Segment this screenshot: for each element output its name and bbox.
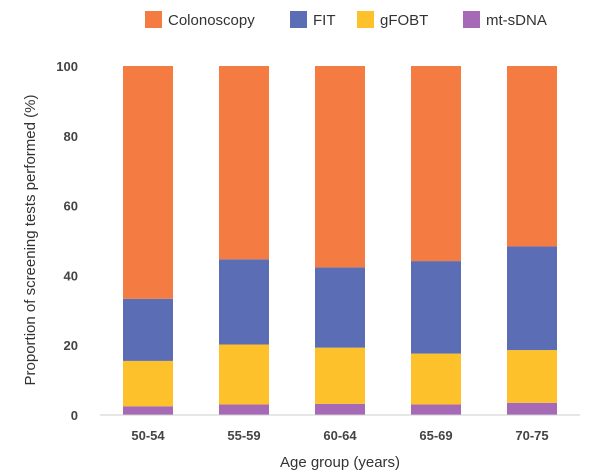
legend-item-gfobt: gFOBT (357, 11, 428, 29)
bar-segment-fit (219, 259, 269, 345)
x-tick-label: 60-64 (323, 428, 357, 443)
y-axis-ticks: 0 20 40 60 80 100 (56, 59, 78, 423)
x-axis-ticks: 50-54 55-59 60-64 65-69 70-75 (131, 428, 548, 443)
legend: Colonoscopy FIT gFOBT mt-sDNA (145, 11, 547, 29)
x-tick-label: 70-75 (515, 428, 548, 443)
legend-label: FIT (313, 12, 336, 29)
bar-segment-colonoscopy (123, 66, 173, 299)
y-tick-label: 40 (64, 268, 78, 283)
bar-segment-gfobt (411, 353, 461, 405)
bar-segment-gfobt (507, 350, 557, 403)
bar-segment-gfobt (123, 360, 173, 407)
bar-segment-mt-sdna (315, 403, 365, 415)
bar-segment-colonoscopy (411, 66, 461, 262)
bar-segment-colonoscopy (219, 66, 269, 260)
legend-item-mt-sdna: mt-sDNA (463, 11, 547, 29)
bar-segment-gfobt (219, 344, 269, 405)
legend-swatch (463, 11, 480, 28)
y-tick-label: 20 (64, 338, 78, 353)
bar-segment-colonoscopy (315, 66, 365, 268)
x-tick-label: 55-59 (227, 428, 260, 443)
bar-segment-fit (411, 261, 461, 354)
legend-label: gFOBT (380, 12, 428, 29)
legend-item-colonoscopy: Colonoscopy (145, 11, 255, 29)
legend-swatch (290, 11, 307, 28)
y-axis-title: Proportion of screening tests performed … (22, 95, 39, 386)
y-tick-label: 60 (64, 199, 78, 214)
bar-segment-fit (123, 298, 173, 361)
y-tick-label: 80 (64, 129, 78, 144)
y-tick-label: 0 (71, 408, 78, 423)
bar-segment-gfobt (315, 347, 365, 404)
legend-label: mt-sDNA (486, 12, 547, 29)
legend-swatch (145, 11, 162, 28)
bar-segment-fit (315, 267, 365, 348)
legend-swatch (357, 11, 374, 28)
x-tick-label: 50-54 (131, 428, 165, 443)
bar-segment-mt-sdna (219, 404, 269, 415)
legend-label: Colonoscopy (168, 12, 255, 29)
bar-segment-fit (507, 246, 557, 351)
legend-item-fit: FIT (290, 11, 336, 29)
bars (123, 66, 557, 415)
bar-segment-mt-sdna (411, 404, 461, 415)
bar-segment-mt-sdna (507, 402, 557, 415)
x-tick-label: 65-69 (419, 428, 452, 443)
x-axis-title: Age group (years) (280, 454, 400, 471)
bar-segment-colonoscopy (507, 66, 557, 247)
y-tick-label: 100 (56, 59, 78, 74)
bar-segment-mt-sdna (123, 406, 173, 415)
